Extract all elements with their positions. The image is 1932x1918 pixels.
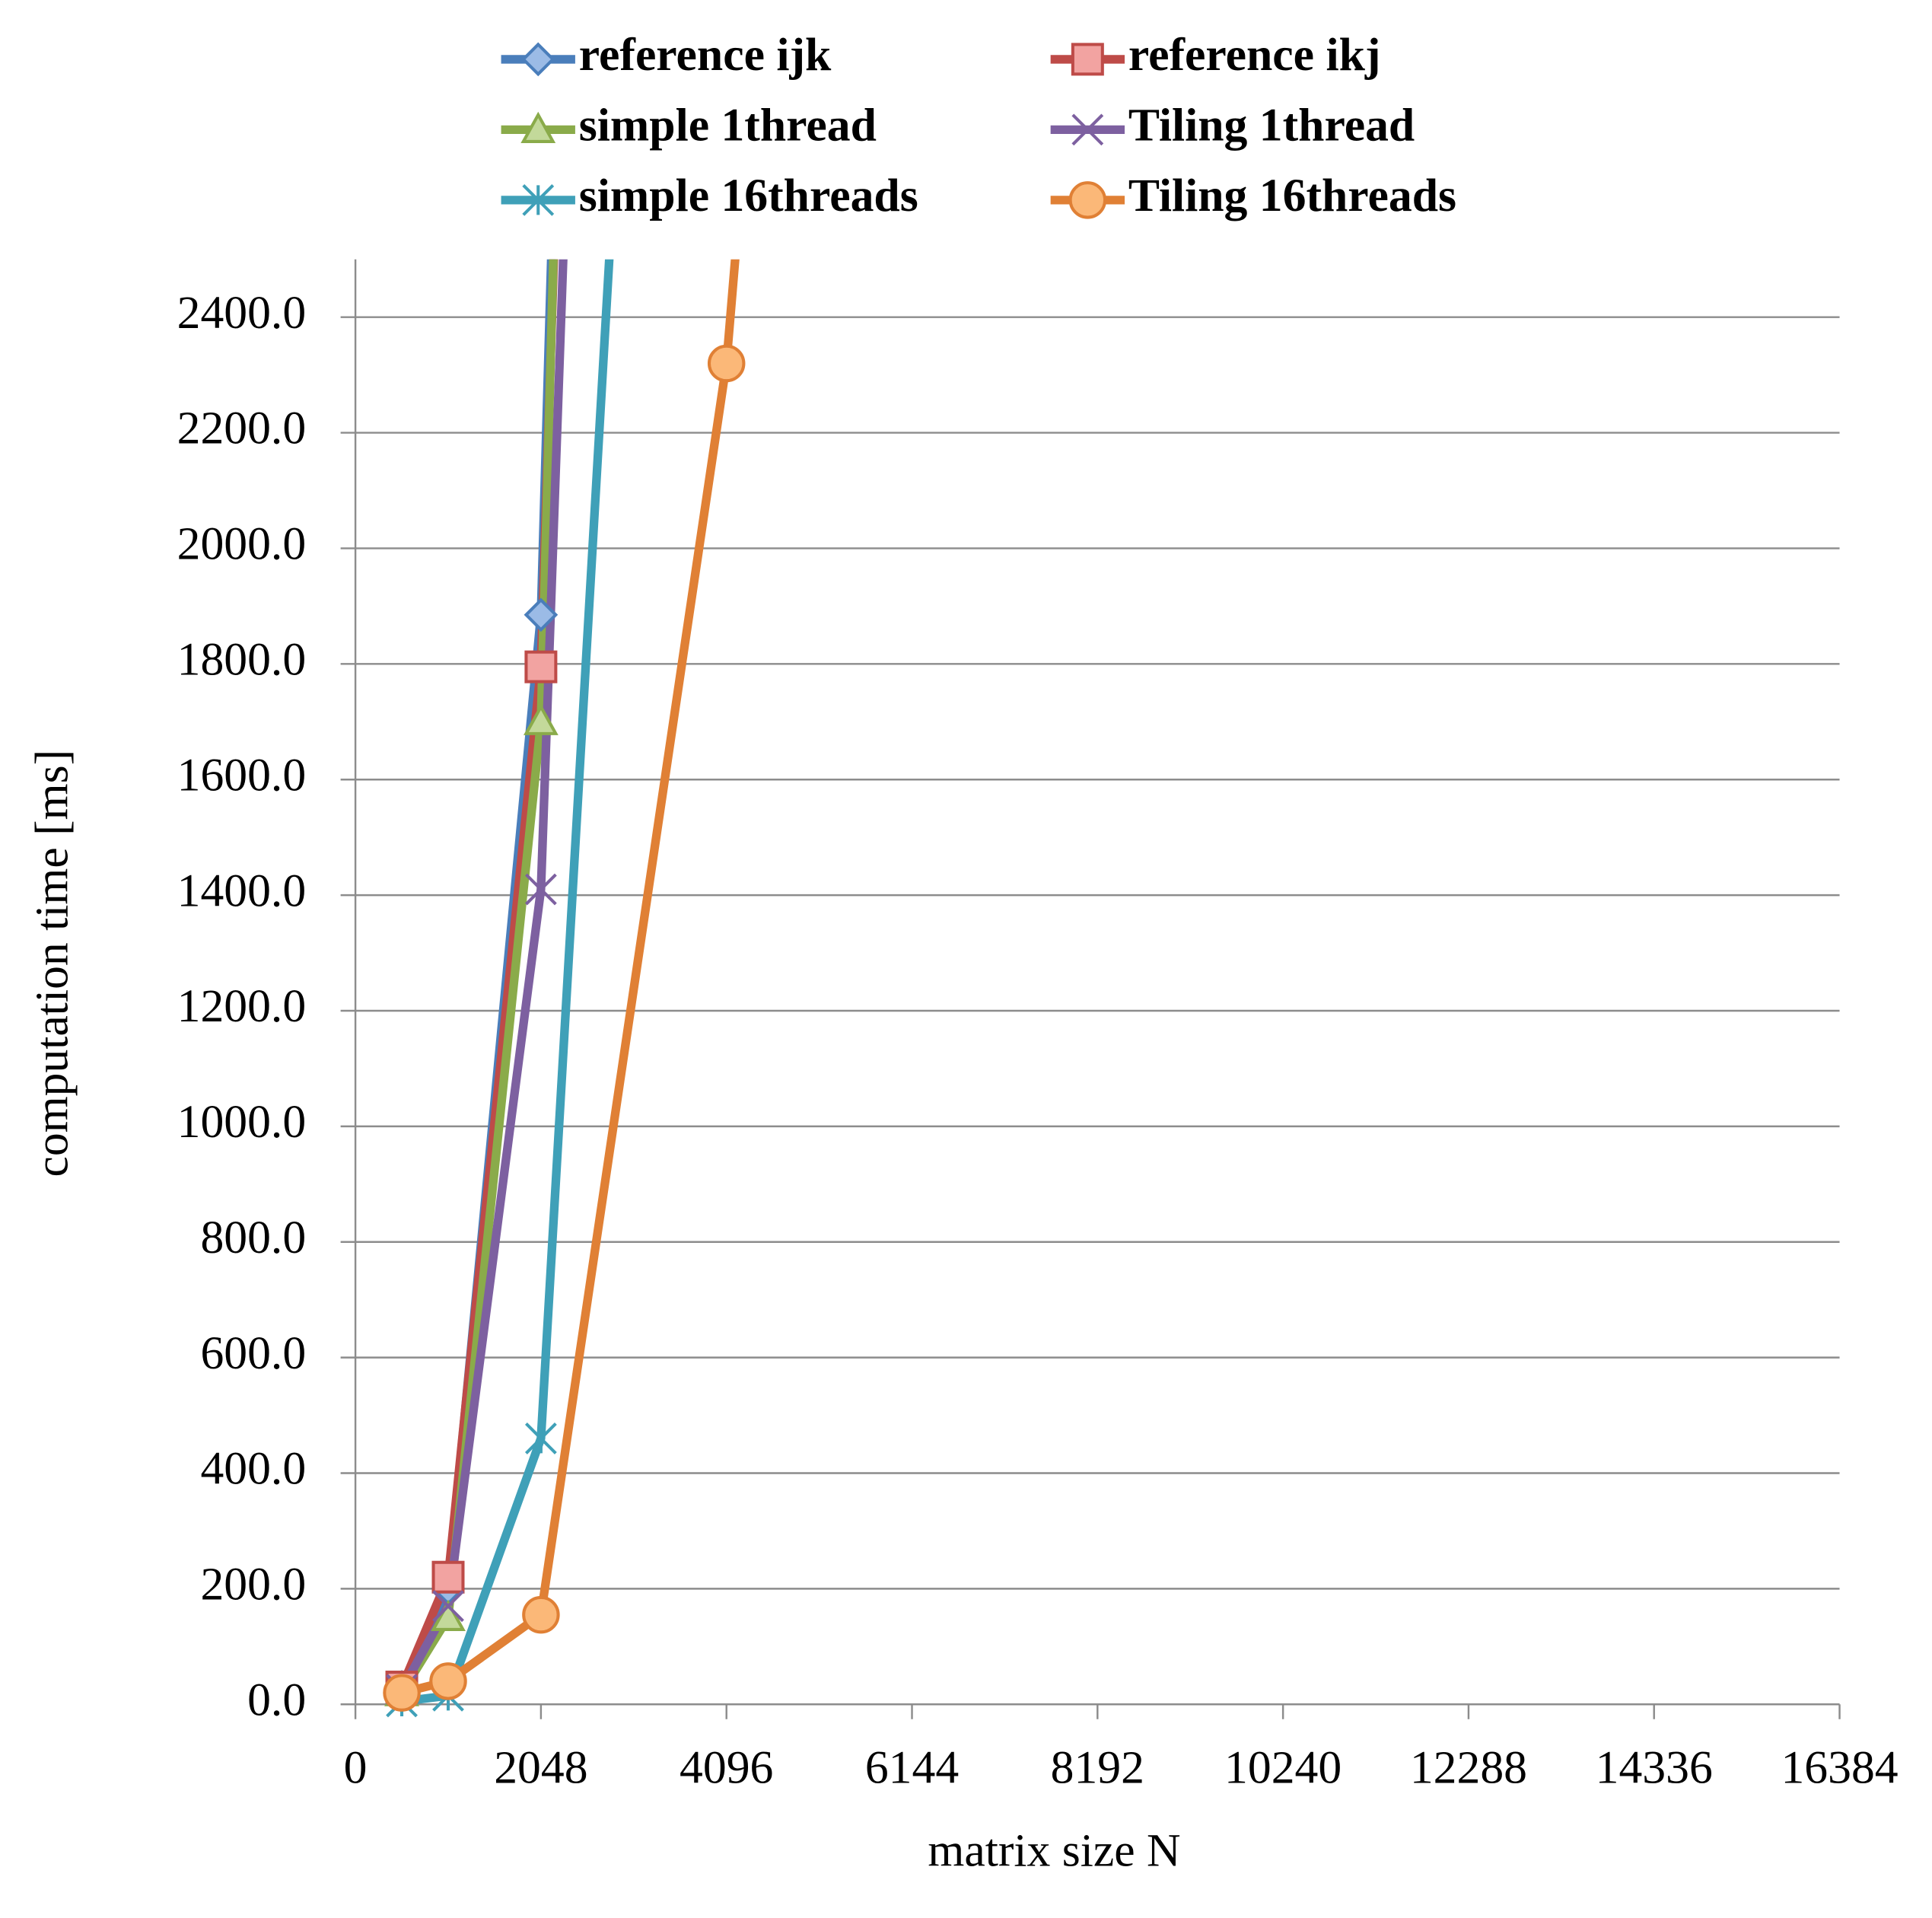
y-tick-label: 1600.0	[177, 749, 307, 801]
marker	[429, 1662, 467, 1700]
marker	[524, 1423, 557, 1454]
marker	[520, 111, 556, 143]
x-tick-label: 6144	[865, 1742, 959, 1794]
y-tick-label: 2200.0	[177, 403, 307, 454]
x-tick-label: 0	[344, 1742, 368, 1794]
y-tick-label: 1000.0	[177, 1096, 307, 1148]
series-line	[401, 259, 614, 1706]
y-tick-label: 1200.0	[177, 980, 307, 1032]
legend-label: simple 16threads	[579, 170, 918, 221]
marker	[1068, 181, 1107, 219]
grid	[355, 316, 1840, 1706]
x-tick-label: 10240	[1224, 1742, 1342, 1794]
y-tick-label: 1800.0	[177, 634, 307, 686]
y-tick-label: 0.0	[247, 1674, 306, 1725]
legend-label: Tiling 16threads	[1128, 170, 1456, 221]
x-tick-label: 16384	[1781, 1742, 1898, 1794]
y-axis-label: computation time [ms]	[27, 750, 78, 1177]
y-tick-label: 200.0	[200, 1559, 306, 1611]
plot-area	[383, 259, 746, 1718]
x-tick-label: 8192	[1051, 1742, 1144, 1794]
marker	[524, 597, 559, 632]
x-axis-label: matrix size N	[928, 1824, 1180, 1876]
marker	[431, 1560, 465, 1594]
y-tick-label: 1400.0	[177, 865, 307, 916]
y-tick-label: 400.0	[200, 1443, 306, 1495]
marker	[431, 1599, 466, 1631]
marker	[520, 42, 555, 77]
marker	[523, 703, 559, 735]
marker	[707, 344, 746, 383]
y-tick-label: 800.0	[200, 1212, 306, 1263]
marker	[524, 650, 558, 683]
y-tick-label: 600.0	[200, 1327, 306, 1379]
legend-label: reference ijk	[579, 29, 832, 81]
marker	[524, 873, 557, 906]
legend: reference ijk reference ikj simple 1thread…	[501, 29, 1456, 221]
x-tick-label: 14336	[1596, 1742, 1713, 1794]
legend-label: simple 1thread	[579, 100, 877, 151]
legend-label: reference ikj	[1128, 29, 1381, 81]
x-tick-label: 2048	[494, 1742, 587, 1794]
series-line	[400, 259, 740, 1697]
legend-label: Tiling 1thread	[1128, 100, 1415, 151]
series-line	[398, 259, 568, 1693]
marker	[432, 1590, 464, 1623]
y-tick-label: 2400.0	[177, 287, 307, 339]
marker	[1071, 113, 1104, 146]
marker	[522, 183, 555, 216]
marker	[383, 1674, 421, 1712]
series-line	[397, 259, 559, 1689]
x-tick-label: 12288	[1410, 1742, 1527, 1794]
marker	[1071, 43, 1104, 76]
marker	[522, 1595, 560, 1634]
x-tick-label: 4096	[680, 1742, 773, 1794]
y-tick-label: 2000.0	[177, 518, 307, 570]
axes: 0.0 200.0 400.0 600.0 800.0 1000.0 1200.0 1400.…	[177, 259, 1899, 1794]
